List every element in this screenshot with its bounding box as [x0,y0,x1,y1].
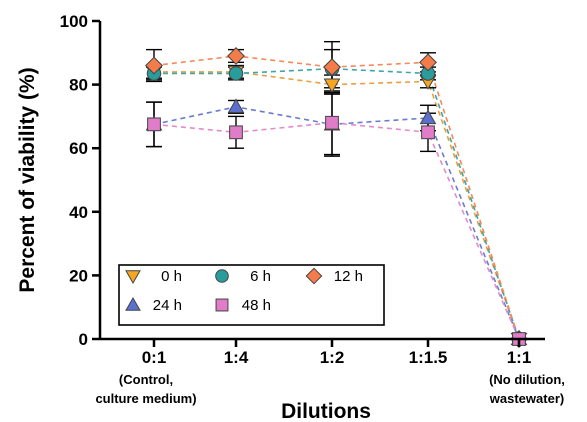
y-tick-label-4: 80 [69,76,88,95]
x-tick-label-0: 0:1 [142,348,167,367]
point-2-0 [145,56,163,75]
point-4-2 [325,115,339,130]
x-tick-label-3: 1:1.5 [409,348,448,367]
legend-entry-1: 6 h [215,268,271,285]
point-1-1 [228,66,244,81]
point-4-1 [229,125,243,140]
series-2 [153,55,520,340]
point-3-3 [419,109,437,125]
series-line-0 [154,71,520,340]
series-layer [145,40,528,348]
series-errors-3 [146,91,436,157]
y-axis-title: Percent of viability (%) [16,67,39,292]
series-line-4 [153,121,520,340]
point-2-1 [227,47,245,65]
point-4-0 [147,117,161,132]
series-4 [153,121,520,340]
x-sublabel-4-1: wastewater) [489,391,564,406]
legend-marker-3 [125,296,141,311]
legend-label-1: 6 h [250,268,271,285]
y-tick-label-0: 0 [79,330,88,349]
series-line-1 [154,67,520,340]
legend-box [118,264,385,326]
y-tick-label-3: 60 [69,139,88,158]
y-tick-label-5: 100 [60,12,88,31]
x-sublabel-0-1: culture medium) [95,391,196,406]
series-errors-4 [146,90,436,156]
x-axis-title: Dilutions [281,400,371,422]
x-tick-label-2: 1:2 [320,348,345,367]
legend-label-3: 24 h [153,297,182,314]
x-tick-label-4: 1:1 [507,348,532,367]
y-tick-label-2: 40 [69,203,88,222]
legend-label-4: 48 h [242,297,271,314]
series-errors-2 [146,40,436,94]
x-sublabel-4-0: (No dilution, [489,372,565,387]
series-errors-1 [146,48,436,89]
legend-entry-3: 24 h [125,296,182,314]
legend-label-0: 0 h [161,268,182,285]
legend-marker-1 [215,269,229,283]
point-4-3 [421,125,435,140]
point-2-2 [323,58,341,77]
legend-label-2: 12 h [334,268,363,285]
legend-entries: 0 h 6 h 12 h 24 h 48 h [125,267,363,314]
legend-entry-2: 12 h [305,267,363,285]
x-tick-label-1: 1:4 [224,348,249,367]
point-3-1 [227,98,245,113]
series-0 [154,71,520,340]
legend-marker-4 [215,298,229,312]
point-0-2 [323,78,341,94]
series-markers-4 [147,115,526,346]
y-ticks: 0 20 40 60 80 100 [60,12,100,349]
legend: 0 h 6 h 12 h 24 h 48 h [118,264,385,326]
legend-marker-0 [125,270,141,285]
x-sublabel-0-0: (Control, [119,372,173,387]
y-tick-label-1: 20 [69,266,88,285]
legend-marker-2 [305,267,323,285]
legend-entry-0: 0 h [125,268,182,285]
series-line-2 [153,55,520,340]
x-ticks: 0:1 (Control, culture medium) 1:4 1:2 1:1.5 1:… [95,339,565,406]
point-2-3 [419,53,437,72]
series-1 [154,67,520,340]
legend-entry-4: 48 h [215,297,271,314]
plot-area: 0 20 40 60 80 100 0:1 (Control, culture medium)… [60,12,565,406]
